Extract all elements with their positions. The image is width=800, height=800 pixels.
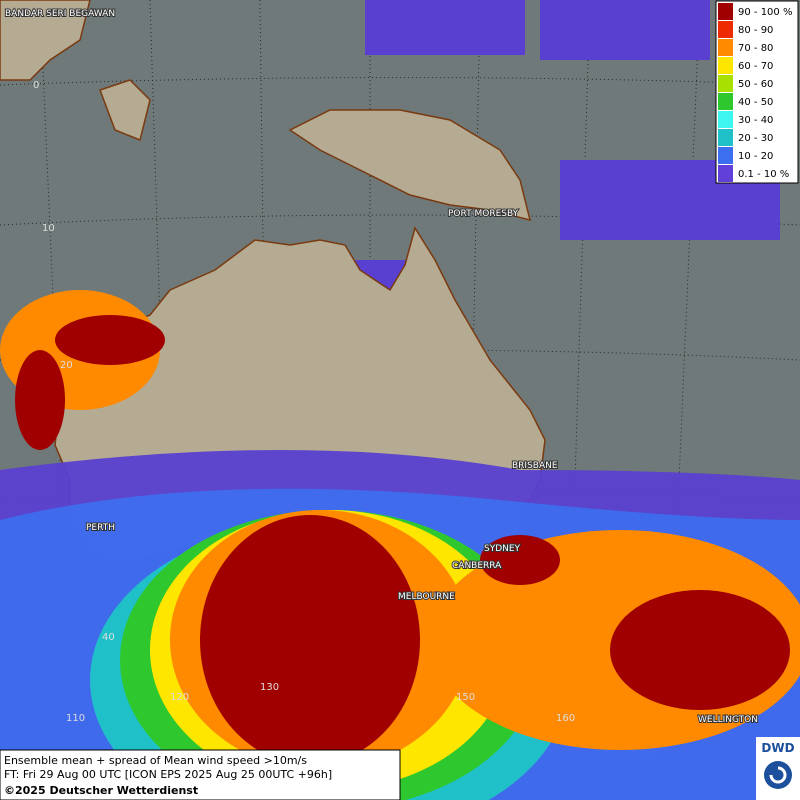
graticule-label: 160 <box>556 713 575 724</box>
legend-swatch <box>718 39 733 56</box>
footer-line: Ensemble mean + spread of Mean wind spee… <box>4 754 307 767</box>
legend-label: 20 - 30 <box>738 133 773 144</box>
graticule-label: 40 <box>102 632 115 643</box>
graticule-label: 110 <box>66 713 85 724</box>
legend-swatch <box>718 129 733 146</box>
city-label: SYDNEY <box>484 544 521 554</box>
graticule-label: 120 <box>170 692 189 703</box>
legend-label: 80 - 90 <box>738 25 773 36</box>
legend-label: 30 - 40 <box>738 115 773 126</box>
legend-label: 40 - 50 <box>738 97 773 108</box>
legend-label: 50 - 60 <box>738 79 773 90</box>
city-label: PORT MORESBY <box>448 209 519 219</box>
city-label: WELLINGTON <box>698 715 758 725</box>
graticule-label: 10 <box>42 223 55 234</box>
city-label: CANBERRA <box>452 561 502 571</box>
legend-swatch <box>718 21 733 38</box>
footer-box <box>0 749 401 800</box>
city-label: BANDAR SERI BEGAWAN <box>5 9 115 19</box>
city-label: BRISBANE <box>512 461 558 471</box>
footer-line: FT: Fri 29 Aug 00 UTC [ICON EPS 2025 Aug… <box>4 768 332 781</box>
city-label: MELBOURNE <box>398 592 455 602</box>
legend: 90 - 100 % 80 - 90 70 - 80 60 - 70 50 - 60 40… <box>715 0 799 184</box>
graticule-label: 150 <box>456 692 475 703</box>
legend-swatch <box>718 147 733 164</box>
graticule-label: 130 <box>260 682 279 693</box>
legend-label: 90 - 100 % <box>738 7 792 18</box>
legend-swatch <box>718 57 733 74</box>
graticule-label: 0 <box>33 80 39 91</box>
legend-swatch <box>718 111 733 128</box>
southern-precip <box>0 290 800 800</box>
legend-label: 70 - 80 <box>738 43 773 54</box>
legend-label: 10 - 20 <box>738 151 773 162</box>
legend-label: 0.1 - 10 % <box>738 169 789 180</box>
footer-line: ©2025 Deutscher Wetterdienst <box>4 784 198 797</box>
legend-label: 60 - 70 <box>738 61 773 72</box>
city-label: PERTH <box>86 523 115 533</box>
logo-swirl <box>769 766 787 784</box>
logo-icon <box>764 761 792 789</box>
graticule-label: 20 <box>60 360 73 371</box>
legend-swatch <box>718 75 733 92</box>
logo: DWD <box>761 741 794 755</box>
legend-swatch <box>718 93 733 110</box>
legend-swatch <box>718 3 733 20</box>
legend-swatch <box>718 165 733 182</box>
